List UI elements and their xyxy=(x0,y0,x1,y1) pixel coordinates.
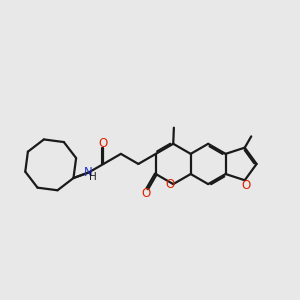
Text: O: O xyxy=(142,187,151,200)
Text: O: O xyxy=(242,179,251,192)
Text: O: O xyxy=(165,178,174,190)
Text: O: O xyxy=(99,137,108,150)
Text: H: H xyxy=(89,172,97,182)
Text: N: N xyxy=(84,166,93,179)
